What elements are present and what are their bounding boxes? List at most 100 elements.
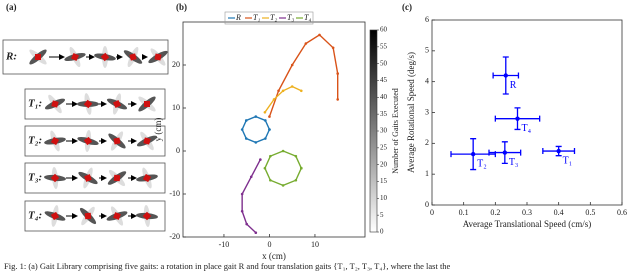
robot-icon (148, 48, 168, 66)
robot-icon (78, 167, 98, 189)
robot-icon (79, 206, 97, 226)
y-tick-label: 0 (176, 146, 180, 155)
robot-icon (29, 49, 47, 65)
gait-point (336, 72, 340, 75)
x-tick-label: 0.5 (585, 208, 595, 217)
gait-box (24, 200, 166, 232)
body (144, 101, 150, 107)
y-tick-label: 2 (425, 138, 429, 147)
robot-icon (64, 46, 86, 68)
point (503, 73, 508, 78)
legend-label: T₁ (253, 13, 260, 22)
robot-icon (94, 46, 116, 68)
colorbar-tick-label: 35 (380, 110, 388, 118)
gait-point (269, 154, 272, 158)
colorbar-tick-label: 25 (380, 143, 388, 151)
body (35, 54, 41, 60)
gait-point (245, 222, 248, 226)
body (113, 100, 121, 108)
gait-label: T₃: (28, 172, 42, 184)
gait-label: T₄: (28, 210, 42, 222)
panel-label: (b) (176, 2, 187, 12)
gait-point (290, 63, 294, 67)
colorbar-tick-label: 40 (380, 93, 388, 101)
robot-icon (77, 130, 99, 152)
point-label: T₂ (477, 158, 487, 169)
x-tick-label: 0.6 (617, 208, 627, 217)
body (129, 53, 137, 61)
point-label: R (510, 80, 517, 91)
point (556, 148, 561, 154)
gait-point (249, 175, 253, 179)
gait-point (263, 111, 267, 114)
y-tick-label: 4 (425, 76, 429, 85)
caption: Fig. 1: (a) Gait Library comprising five… (4, 261, 451, 271)
robot-icon (44, 94, 66, 114)
gait-point (300, 89, 303, 93)
gait-box (2, 39, 169, 75)
gait-point (336, 98, 340, 101)
y-axis-label: y (cm) (153, 118, 163, 142)
robot-icon (44, 205, 66, 227)
x-tick-label: 0 (430, 208, 434, 217)
body (100, 52, 110, 62)
gait-point (300, 166, 303, 170)
body (50, 211, 60, 221)
trajectory (241, 159, 261, 234)
colorbar-tick-label: 10 (380, 194, 388, 202)
gait-box (24, 125, 166, 157)
point (502, 150, 508, 155)
plot-frame (431, 19, 623, 206)
gait-point (264, 137, 267, 140)
gait-label: T₁: (28, 98, 42, 110)
robot-icon (44, 167, 66, 189)
gait-point (290, 85, 294, 88)
y-tick-label: 20 (172, 60, 180, 69)
gait-point (254, 141, 258, 144)
gait-point (240, 209, 244, 213)
colorbar (369, 29, 378, 233)
gait-point (269, 178, 272, 182)
gait-point (268, 128, 271, 131)
colorbar-tick-label: 60 (380, 26, 388, 34)
body (83, 99, 93, 109)
gait-point (294, 178, 298, 182)
gait-point (240, 192, 244, 196)
x-tick-label: 0.2 (490, 208, 500, 217)
legend-label: T₄ (304, 13, 311, 22)
gait-point (259, 158, 262, 161)
gait-box (24, 162, 166, 194)
colorbar-tick-label: 30 (380, 127, 388, 135)
legend-label: R (235, 13, 241, 22)
point (515, 116, 520, 121)
y-tick-label: 3 (425, 107, 429, 116)
plot-frame (182, 21, 366, 238)
body (84, 212, 92, 220)
colorbar-tick-label: 20 (380, 160, 388, 168)
body (71, 53, 79, 61)
body (50, 136, 60, 146)
gait-point (281, 149, 285, 153)
legend-label: T₃ (287, 13, 294, 22)
panel-label: (c) (402, 2, 412, 12)
robot-icon (136, 205, 158, 227)
robot-icon (106, 93, 128, 115)
y-tick-label: -20 (169, 232, 180, 241)
body (113, 137, 121, 145)
robot-icon (106, 206, 128, 226)
body (113, 174, 121, 182)
trajectory (268, 34, 339, 117)
point-label: T₁ (563, 155, 573, 166)
y-tick-label: 6 (425, 15, 429, 24)
body (83, 136, 93, 146)
gait-point (244, 137, 248, 140)
robot-icon (77, 93, 99, 115)
gait-point (272, 98, 276, 101)
gait-point (331, 46, 335, 50)
legend-label: T₂ (270, 13, 277, 22)
body (113, 212, 121, 220)
y-tick-label: 1 (425, 169, 429, 178)
gait-point (264, 119, 267, 122)
robot-icon (123, 46, 143, 68)
